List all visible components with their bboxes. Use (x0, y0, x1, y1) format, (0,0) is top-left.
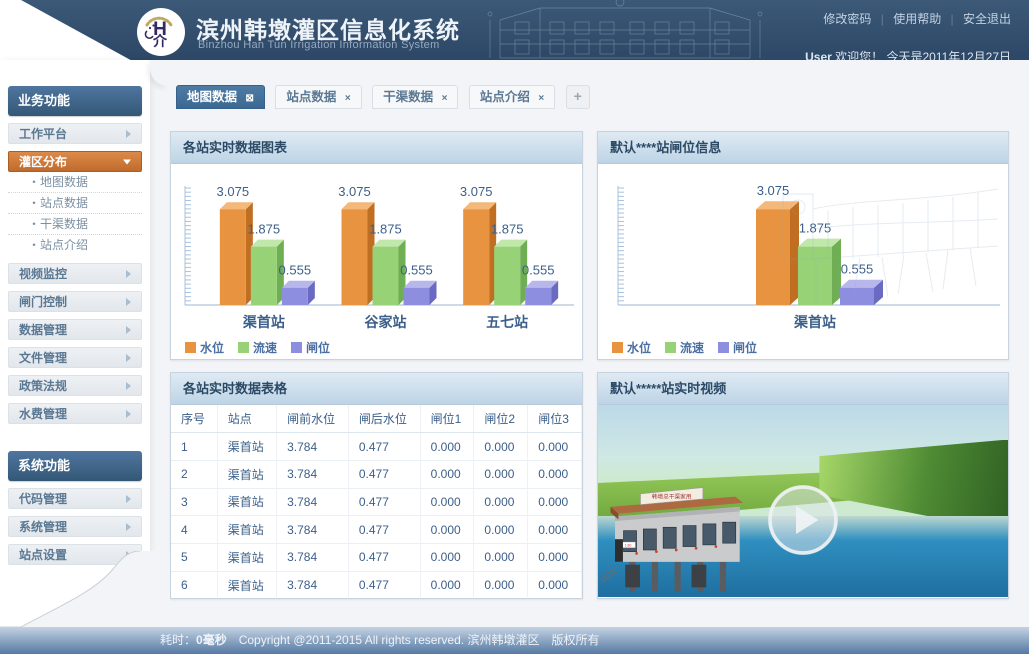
svg-text:1.875: 1.875 (369, 222, 402, 237)
svg-text:1.875: 1.875 (491, 222, 524, 237)
svg-text:谷家站: 谷家站 (365, 314, 407, 330)
svg-text:0.555: 0.555 (400, 263, 433, 278)
svg-text:0.555: 0.555 (279, 263, 312, 278)
svg-text:0.555: 0.555 (522, 263, 555, 278)
svg-text:五七站: 五七站 (486, 314, 528, 330)
svg-text:3.075: 3.075 (217, 184, 250, 199)
svg-text:3.075: 3.075 (338, 184, 371, 199)
svg-text:1.875: 1.875 (248, 222, 281, 237)
svg-text:1.80: 1.80 (625, 544, 632, 548)
svg-text:介: 介 (152, 33, 168, 49)
svg-text:3.075: 3.075 (460, 184, 493, 199)
svg-text:渠首站: 渠首站 (242, 314, 285, 330)
